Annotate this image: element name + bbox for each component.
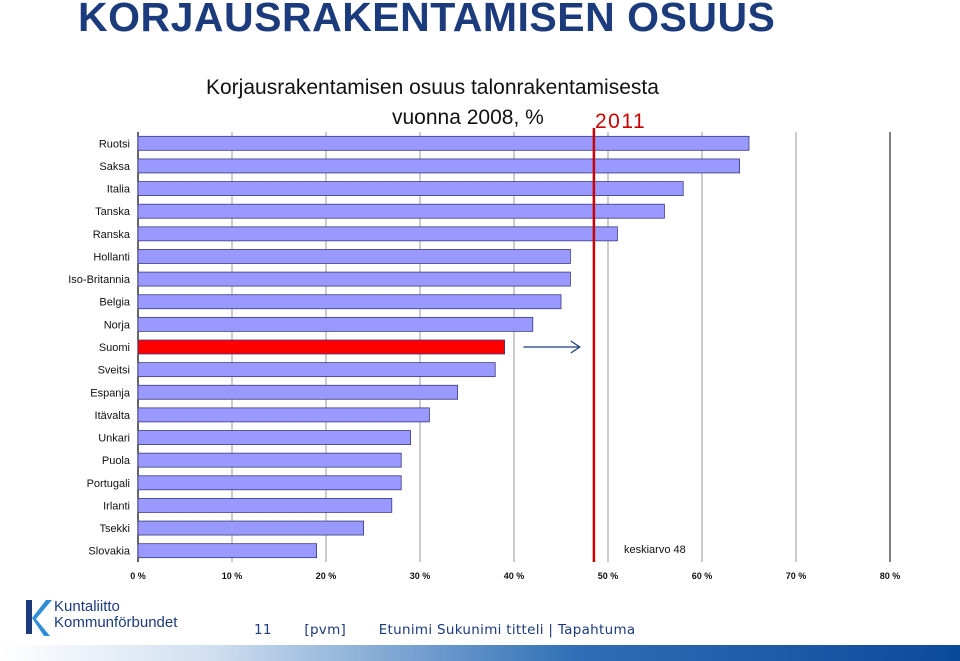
x-tick-label: 20 % bbox=[316, 571, 337, 581]
category-label: Ruotsi bbox=[99, 138, 130, 150]
kuntaliitto-logo: Kuntaliitto Kommunförbundet bbox=[22, 598, 222, 642]
category-label: Slovakia bbox=[88, 546, 130, 558]
x-tick-label: 60 % bbox=[692, 571, 713, 581]
bar-iso-britannia bbox=[137, 271, 571, 287]
x-tick-label: 50 % bbox=[598, 571, 619, 581]
bar-espanja bbox=[137, 384, 459, 400]
bar-ranska bbox=[137, 226, 618, 242]
logo-line2: Kommunförbundet bbox=[54, 614, 178, 631]
bar-unkari bbox=[137, 430, 412, 445]
date-placeholder: [pvm] bbox=[304, 622, 347, 638]
bar-chart: Korjausrakentamisen osuus talonrakentami… bbox=[68, 76, 900, 581]
x-tick-label: 30 % bbox=[410, 571, 431, 581]
bar-tanska bbox=[137, 203, 665, 219]
logo-line1: Kuntaliitto bbox=[54, 598, 120, 615]
k-swoosh-icon bbox=[26, 600, 52, 636]
bar-irlanti bbox=[137, 498, 393, 513]
category-label: Belgia bbox=[99, 297, 130, 309]
suomi-arrow-annotation bbox=[523, 340, 581, 354]
bar-italia bbox=[137, 181, 684, 196]
bar-sveitsi bbox=[137, 362, 496, 378]
category-label: Saksa bbox=[99, 161, 130, 173]
bar-portugali bbox=[137, 475, 402, 491]
category-label: Iso-Britannia bbox=[68, 274, 131, 286]
bar-tsekki bbox=[137, 520, 365, 536]
bar-belgia bbox=[137, 294, 562, 310]
chart-title-line2: vuonna 2008, % bbox=[392, 106, 544, 129]
category-label: Sveitsi bbox=[98, 365, 130, 377]
bar-hollanti bbox=[137, 249, 571, 264]
category-label: Tanska bbox=[95, 206, 131, 218]
x-tick-label: 80 % bbox=[880, 571, 901, 581]
bars bbox=[137, 135, 750, 559]
slide-title: KORJAUSRAKENTAMISEN OSUUS bbox=[78, 0, 776, 40]
category-label: Tsekki bbox=[99, 523, 130, 535]
x-tick-label: 0 % bbox=[130, 571, 146, 581]
x-tick-label: 10 % bbox=[222, 571, 243, 581]
page-number: 11 bbox=[254, 622, 272, 638]
category-label: Italia bbox=[107, 184, 131, 196]
x-tick-label: 70 % bbox=[786, 571, 807, 581]
category-label: Itävalta bbox=[95, 410, 131, 422]
bar-puola bbox=[137, 452, 402, 468]
category-label: Puola bbox=[102, 455, 131, 467]
category-label: Portugali bbox=[87, 478, 130, 490]
category-label: Unkari bbox=[98, 433, 130, 445]
category-label: Norja bbox=[104, 319, 131, 331]
category-label: Espanja bbox=[90, 387, 131, 399]
reference-line-label: 2011 bbox=[595, 110, 646, 133]
footer: 11 [pvm] Etunimi Sukunimi titteli | Tapa… bbox=[254, 622, 664, 638]
chart-title-line1: Korjausrakentamisen osuus talonrakentami… bbox=[206, 76, 659, 99]
arrow-head bbox=[570, 340, 581, 354]
bar-saksa bbox=[137, 158, 740, 174]
footer-text: Etunimi Sukunimi titteli | Tapahtuma bbox=[378, 622, 636, 638]
bar-slovakia bbox=[137, 543, 318, 559]
bar-itävalta bbox=[137, 407, 430, 423]
x-tick-label: 40 % bbox=[504, 571, 525, 581]
category-label: Suomi bbox=[99, 342, 130, 354]
bar-suomi bbox=[137, 339, 506, 355]
bar-norja bbox=[137, 316, 534, 332]
bottom-gradient-bar bbox=[0, 645, 960, 661]
average-label: keskiarvo 48 bbox=[624, 544, 686, 556]
category-label: Hollanti bbox=[93, 251, 130, 263]
category-label: Ranska bbox=[93, 229, 131, 241]
grid-lines bbox=[137, 132, 891, 562]
category-labels: Ruotsi Saksa Italia Tanska Ranska Hollanti Iso… bbox=[68, 138, 131, 557]
x-tick-labels: 0 % 10 % 20 % 30 % 40 % 50 % 60 % 70 % 80 % bbox=[130, 571, 900, 581]
category-label: Irlanti bbox=[103, 500, 130, 512]
bar-ruotsi bbox=[137, 135, 750, 151]
